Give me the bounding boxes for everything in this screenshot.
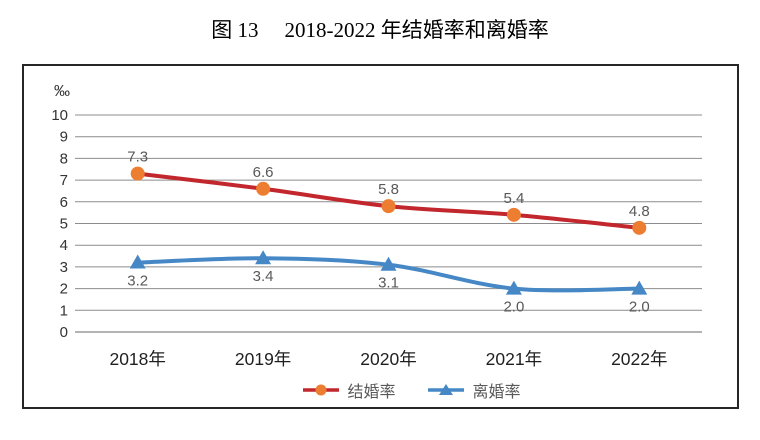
divorce-rate-marker bbox=[129, 254, 146, 269]
marriage-rate-marker bbox=[256, 181, 271, 196]
y-axis-tick-label: 5 bbox=[60, 216, 68, 233]
marriage-rate-marker bbox=[130, 166, 145, 181]
x-axis-label: 2020年 bbox=[360, 349, 416, 369]
x-axis-label: 2021年 bbox=[486, 349, 542, 369]
divorce-rate-data-label: 3.2 bbox=[127, 273, 148, 290]
marriage-rate-data-label: 4.8 bbox=[629, 203, 650, 220]
y-axis-tick-label: 4 bbox=[60, 237, 68, 254]
y-axis-tick-label: 3 bbox=[60, 259, 68, 276]
divorce-rate-marker bbox=[380, 256, 397, 271]
x-axis-label: 2018年 bbox=[109, 349, 165, 369]
y-axis-tick-label: 7 bbox=[60, 172, 68, 189]
divorce-rate-marker bbox=[505, 280, 522, 295]
y-axis-tick-label: 1 bbox=[60, 302, 68, 319]
marriage-rate-marker bbox=[381, 199, 396, 214]
divorce-rate-legend-icon bbox=[427, 384, 464, 395]
y-axis-unit-label: ‰ bbox=[54, 83, 70, 100]
x-axis-label: 2022年 bbox=[611, 349, 667, 369]
figure-number: 图 13 bbox=[211, 18, 259, 42]
divorce-rate-legend-marker bbox=[438, 384, 453, 395]
figure-title: 图 13 2018-2022 年结婚率和离婚率 bbox=[0, 14, 760, 46]
chart-legend: 结婚率 离婚率 bbox=[300, 378, 521, 402]
chart-frame: 0 1 2 3 4 5 6 7 8 9 10 ‰ 2018年 2019年 2020年 2021年 2022年 7.… bbox=[22, 64, 739, 409]
marriage-rate-data-label: 7.3 bbox=[127, 149, 148, 166]
marriage-rate-data-label: 6.6 bbox=[253, 164, 274, 181]
marriage-rate-data-label: 5.8 bbox=[378, 181, 399, 198]
y-axis-tick-label: 8 bbox=[60, 150, 68, 167]
legend-item-marriage-rate: 结婚率 bbox=[300, 378, 396, 402]
divorce-rate-data-label: 2.0 bbox=[629, 299, 650, 316]
divorce-rate-data-label: 3.1 bbox=[378, 275, 399, 292]
y-axis-tick-label: 0 bbox=[60, 324, 68, 341]
x-axis-label: 2019年 bbox=[235, 349, 291, 369]
divorce-rate-data-label: 3.4 bbox=[253, 268, 274, 285]
divorce-rate-marker bbox=[631, 280, 648, 295]
y-axis-tick-label: 10 bbox=[51, 107, 68, 124]
y-axis-tick-label: 2 bbox=[60, 281, 68, 298]
legend-item-divorce-rate: 离婚率 bbox=[426, 378, 521, 402]
legend-label-divorce-rate: 离婚率 bbox=[472, 384, 521, 401]
figure-title-text: 2018-2022 年结婚率和离婚率 bbox=[284, 18, 549, 42]
chart-canvas: 0 1 2 3 4 5 6 7 8 9 10 ‰ 2018年 2019年 2020年 2021年 2022年 7.… bbox=[51, 83, 702, 369]
legend-label-marriage-rate: 结婚率 bbox=[347, 384, 396, 401]
marriage-rate-marker bbox=[506, 207, 521, 222]
divorce-rate-marker bbox=[255, 250, 272, 265]
divorce-rate-data-label: 2.0 bbox=[503, 299, 524, 316]
y-axis-tick-label: 9 bbox=[60, 129, 68, 146]
y-axis-tick-label: 6 bbox=[60, 194, 68, 211]
marriage-rate-marker bbox=[632, 220, 647, 235]
marriage-rate-legend-icon bbox=[302, 384, 339, 396]
marriage-rate-data-label: 5.4 bbox=[503, 190, 524, 207]
marriage-rate-legend-marker bbox=[314, 384, 326, 396]
